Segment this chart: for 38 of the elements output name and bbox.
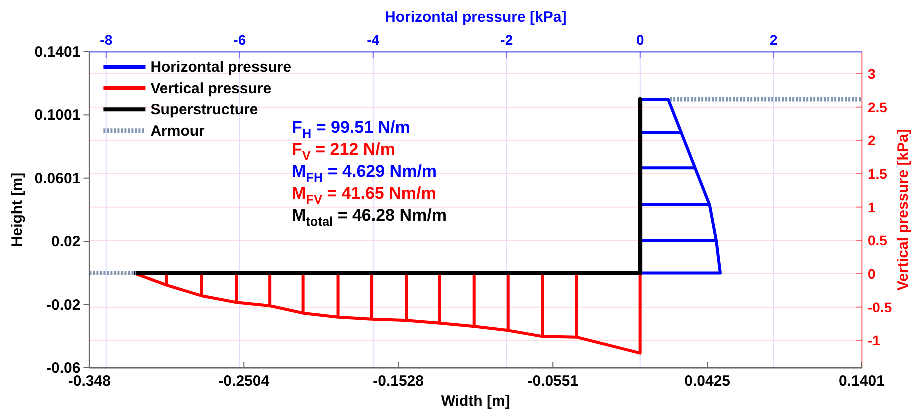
x2-tick-label: -8 — [100, 32, 113, 48]
y-tick-label: 0.02 — [51, 234, 81, 251]
annotation: F$_{V}$ = 212 N/m — [292, 140, 396, 164]
x2-tick-label: -4 — [367, 32, 380, 48]
y2-tick-label: 1.5 — [868, 166, 888, 182]
y-tick-label: 0.1401 — [34, 44, 81, 61]
annotation: M$_{FH}$ = 4.629 Nm/m — [292, 162, 438, 186]
y-axis-title: Height [m] — [9, 172, 26, 248]
y-tick-label: 0.0601 — [34, 170, 81, 188]
legend-label: Vertical pressure — [150, 80, 272, 98]
legend-label: Horizontal pressure — [150, 59, 292, 76]
legend-label: Superstructure — [150, 102, 258, 119]
x-tick-label: -0.0551 — [528, 373, 579, 390]
y2-tick-label: 2.5 — [868, 99, 888, 116]
annotation: F$_{H}$ = 99.51 N/m — [292, 118, 410, 142]
x-tick-label: -0.2504 — [218, 373, 270, 390]
y2-tick-label: 2 — [868, 132, 876, 149]
x2-axis-title: Horizontal pressure [kPa] — [384, 9, 567, 26]
y-tick-label: -0.02 — [46, 296, 81, 314]
legend-label: Armour — [150, 122, 206, 140]
y2-tick-label: -0.5 — [868, 299, 892, 316]
y2-tick-label: -1 — [868, 332, 881, 349]
x2-tick-label: -2 — [500, 32, 514, 48]
y2-tick-label: 0.5 — [868, 232, 888, 249]
x-tick-label: 0.1401 — [839, 373, 885, 390]
y2-axis-title: Vertical pressure [kPa] — [895, 129, 912, 291]
x2-tick-label: 0 — [636, 32, 644, 48]
y2-tick-label: 1 — [868, 199, 876, 216]
y2-tick-label: 3 — [868, 66, 876, 82]
x-axis-title: Width [m] — [441, 393, 510, 410]
x2-tick-label: 2 — [770, 32, 778, 48]
x2-tick-label: -6 — [234, 32, 246, 48]
x-tick-label: 0.0425 — [684, 373, 731, 390]
annotation: M$_{FV}$ = 41.65 Nm/m — [292, 184, 436, 208]
y2-tick-label: 0 — [868, 266, 876, 282]
annotation: M$_{total}$ = 46.28 Nm/m — [292, 206, 447, 230]
y-tick-label: 0.1001 — [34, 107, 81, 124]
x-tick-label: -0.1528 — [373, 373, 424, 390]
